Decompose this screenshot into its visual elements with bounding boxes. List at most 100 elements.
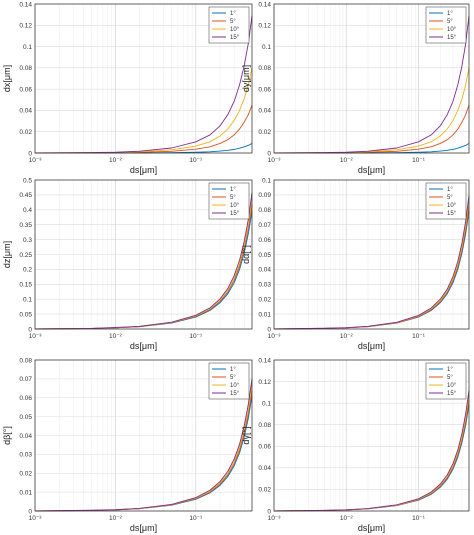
legend-label: 15°: [230, 35, 240, 41]
legend-label: 1°: [230, 187, 236, 193]
y-tick-label: 0.06: [258, 237, 271, 244]
axes-box: [34, 359, 253, 512]
axes-box: [273, 179, 470, 330]
legend-label: 10°: [447, 27, 457, 33]
x-axis-label: ds[μm]: [358, 341, 385, 351]
y-tick-label: 0.1: [23, 297, 32, 304]
y-tick-label: 0.05: [19, 311, 32, 318]
x-tick-label: 10⁻²: [340, 333, 354, 340]
y-tick-label: 0.04: [258, 465, 271, 472]
legend-label: 10°: [447, 203, 457, 209]
y-tick-label: 0.02: [258, 297, 271, 304]
x-tick-label: 10⁻¹: [189, 515, 203, 522]
y-axis-label: dy[μm]: [241, 65, 251, 92]
y-tick-label: 0.06: [19, 395, 32, 402]
y-tick-label: 0.02: [258, 487, 271, 494]
legend-label: 1°: [230, 11, 236, 17]
y-tick-label: 0.02: [258, 129, 271, 136]
y-tick-label: 0.12: [19, 23, 32, 30]
axes-box: [273, 359, 470, 512]
y-tick-label: 0.09: [258, 192, 271, 199]
chart-panel-middle-right: 0 0.01 0.02 0.03 0.04 0.05 0.06 0.07 0.08 0.09 0.1…: [241, 177, 470, 351]
y-tick-label: 0: [28, 508, 32, 515]
x-tick-label: 10⁻³: [29, 515, 43, 522]
chart-panel-middle-left: 0 0.05 0.1 0.15 0.2 0.25 0.3 0.35 0.4 0.45 0.5 10⁻³…: [2, 177, 253, 351]
series-line-4: [34, 192, 253, 330]
legend-box: [208, 362, 250, 400]
x-axis-label: ds[μm]: [130, 165, 157, 175]
y-tick-label: 0.08: [258, 207, 271, 214]
axes-box: [34, 3, 253, 154]
y-tick-label: 0.14: [258, 1, 271, 8]
legend-label: 10°: [230, 27, 240, 33]
x-tick-label: 10⁻²: [340, 515, 354, 522]
x-tick-label: 10⁻¹: [412, 333, 426, 340]
x-axis-label: ds[μm]: [130, 523, 157, 533]
y-tick-label: 0.08: [19, 357, 32, 364]
x-axis-label: ds[μm]: [130, 341, 157, 351]
x-tick-label: 10⁻²: [109, 157, 123, 164]
y-axis-label: dx[μm]: [2, 65, 12, 92]
legend-label: 5°: [447, 195, 453, 201]
legend-label: 5°: [230, 195, 236, 201]
y-tick-label: 0.04: [19, 433, 32, 440]
legend-box: [425, 362, 467, 400]
axes-box: [34, 179, 253, 330]
series-line-4: [273, 390, 470, 512]
chart-panel-bottom-left: 0 0.01 0.02 0.03 0.04 0.05 0.06 0.07 0.08 10⁻³ 10⁻…: [2, 357, 253, 533]
legend-label: 1°: [447, 367, 453, 373]
x-tick-label: 10⁻³: [29, 333, 43, 340]
y-tick-label: 0.05: [19, 414, 32, 421]
x-tick-label: 10⁻¹: [412, 157, 426, 164]
y-tick-label: 0.06: [258, 86, 271, 93]
y-tick-label: 0.2: [23, 267, 32, 274]
y-tick-label: 0.4: [23, 207, 32, 214]
legend-label: 1°: [447, 187, 453, 193]
y-tick-label: 0.01: [258, 311, 271, 318]
legend-label: 10°: [230, 383, 240, 389]
y-tick-label: 0.1: [262, 177, 271, 184]
y-tick-label: 0.08: [258, 65, 271, 72]
series-line-4: [34, 15, 253, 154]
x-axis-label: ds[μm]: [358, 165, 385, 175]
y-tick-label: 0.5: [23, 177, 32, 184]
y-tick-label: 0: [267, 508, 271, 515]
x-tick-label: 10⁻³: [268, 333, 282, 340]
y-tick-label: 0.03: [19, 452, 32, 459]
legend-box: [208, 182, 250, 220]
y-axis-label: dγ[°]: [241, 426, 251, 444]
legend-label: 15°: [447, 211, 457, 217]
y-tick-label: 0: [267, 150, 271, 157]
legend-label: 15°: [447, 391, 457, 397]
series-line-4: [273, 195, 470, 330]
y-tick-label: 0.25: [19, 252, 32, 259]
x-tick-label: 10⁻²: [340, 157, 354, 164]
y-tick-label: 0.45: [19, 192, 32, 199]
y-tick-label: 0.1: [262, 400, 271, 407]
y-tick-label: 0.03: [258, 282, 271, 289]
y-tick-label: 0.07: [258, 222, 271, 229]
x-tick-label: 10⁻¹: [412, 515, 426, 522]
x-tick-label: 10⁻³: [268, 515, 282, 522]
y-tick-label: 0.1: [262, 44, 271, 51]
y-axis-label: dα[°]: [241, 245, 251, 264]
legend-label: 10°: [230, 203, 240, 209]
legend-label: 5°: [447, 375, 453, 381]
x-tick-label: 10⁻³: [268, 157, 282, 164]
y-tick-label: 0.06: [258, 444, 271, 451]
legend-label: 15°: [230, 211, 240, 217]
y-tick-label: 0.07: [19, 376, 32, 383]
legend-box: [425, 182, 467, 220]
y-axis-label: dβ[°]: [2, 426, 12, 445]
x-axis-label: ds[μm]: [358, 523, 385, 533]
y-tick-label: 0.01: [19, 489, 32, 496]
y-tick-label: 0: [267, 326, 271, 333]
y-tick-label: 0.04: [258, 108, 271, 115]
legend-box: [425, 6, 467, 44]
y-axis-label: dz[μm]: [2, 241, 12, 268]
y-tick-label: 0.15: [19, 282, 32, 289]
chart-panel-top-left: 0 0.02 0.04 0.06 0.08 0.1 0.12 0.14 10⁻³ 10⁻² 10⁻¹…: [2, 1, 253, 175]
y-tick-label: 0.02: [19, 471, 32, 478]
